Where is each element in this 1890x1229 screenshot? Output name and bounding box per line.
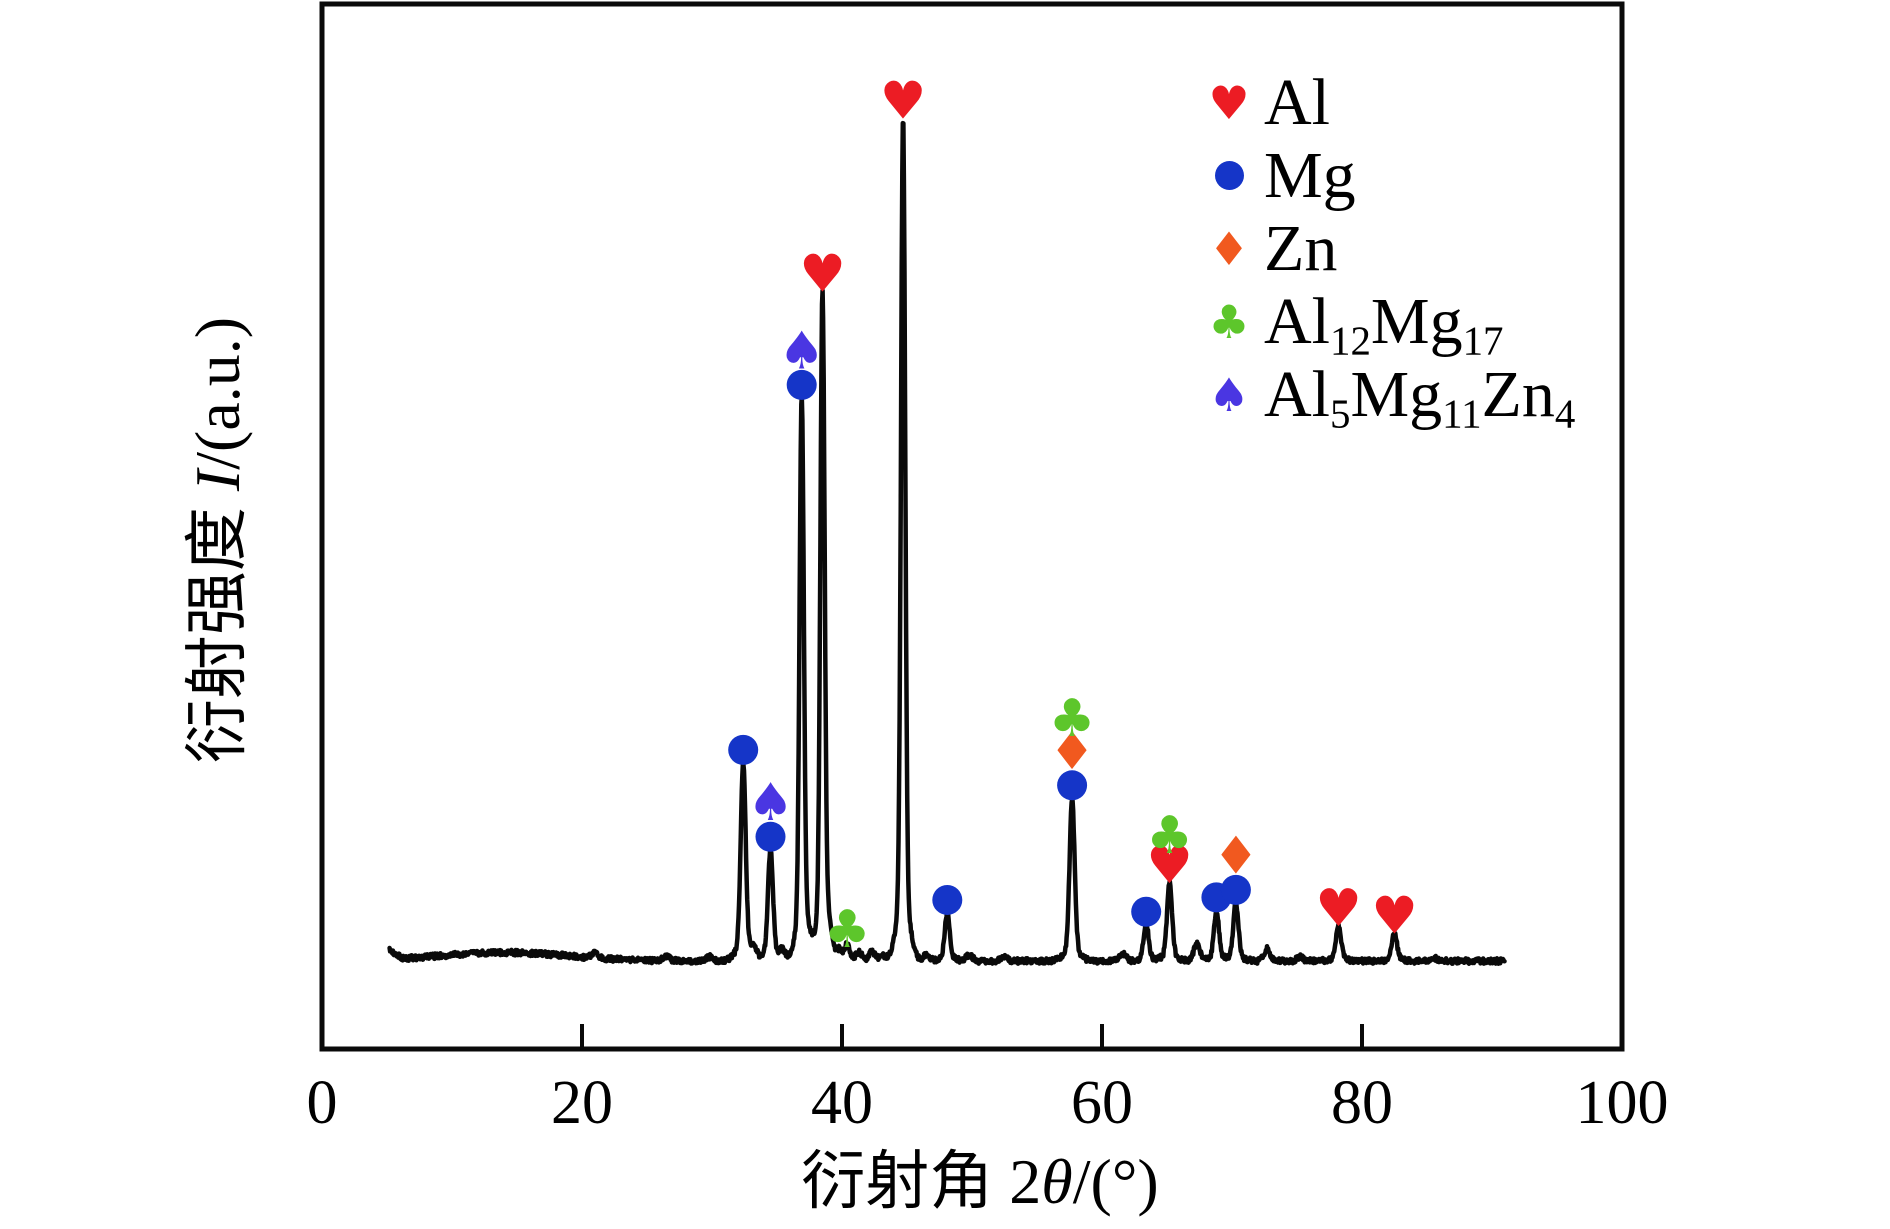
y-axis-title: 衍射强度 I/(a.u.)	[182, 316, 253, 764]
peak-marker-circle-icon	[1131, 896, 1162, 927]
x-tick-label-60: 60	[1071, 1069, 1133, 1137]
peak-marker-heart-icon: ♥	[880, 72, 927, 132]
legend-label-Zn: Zn	[1264, 211, 1338, 285]
peak-marker-diamond-icon: ♦	[1049, 722, 1096, 782]
peak-marker-spade-icon: ♠	[778, 321, 825, 381]
x-axis-title: 衍射角 2θ/(°)	[801, 1146, 1159, 1217]
peak-marker-circle-icon	[728, 734, 759, 765]
legend-marker-club-icon: ♣	[1208, 294, 1250, 349]
x-tick-label-40: 40	[811, 1069, 873, 1137]
peak-marker-spade-icon: ♠	[747, 773, 794, 833]
legend-item-Al: ♥ Al	[1200, 66, 1575, 139]
legend-item-Zn: ♦ Zn	[1200, 212, 1575, 285]
legend-label-Al12Mg17: Al12Mg17	[1264, 284, 1504, 363]
plot-frame	[319, 1, 1625, 1052]
legend-marker-diamond-icon: ♦	[1208, 221, 1250, 276]
peak-marker-club-icon: ♣	[1146, 806, 1193, 866]
peak-marker-heart-icon: ♥	[1315, 879, 1362, 939]
legend-marker-spade-icon: ♠	[1208, 367, 1250, 422]
legend-label-Al: Al	[1264, 65, 1330, 139]
legend-label-Mg: Mg	[1264, 138, 1356, 212]
legend-marker-heart-icon: ♥	[1208, 75, 1250, 130]
peak-marker-diamond-icon: ♦	[1213, 826, 1260, 886]
legend-item-Al12Mg17: ♣ Al12Mg17	[1200, 284, 1575, 363]
peak-marker-circle-icon	[755, 821, 786, 852]
peak-marker-circle-icon	[786, 369, 817, 400]
legend-item-Al5Mg11Zn4: ♠ Al5Mg11Zn4	[1200, 357, 1576, 436]
legend-item-Mg: Mg	[1200, 139, 1575, 212]
peak-marker-heart-icon: ♥	[1371, 887, 1418, 947]
peak-marker-circle-icon	[1220, 874, 1251, 905]
legend-marker-circle-icon	[1200, 161, 1258, 190]
circle-icon	[1214, 161, 1244, 190]
x-tick-label-100: 100	[1575, 1069, 1669, 1137]
peak-marker-heart-icon: ♥	[1146, 836, 1193, 896]
peak-marker-heart-icon: ♥	[799, 244, 846, 304]
x-tick-label-20: 20	[551, 1069, 613, 1137]
peak-marker-circle-icon	[1057, 770, 1088, 801]
legend: ♥ Al Mg ♦ Zn ♣ Al12Mg17 ♠ Al5Mg11Zn4	[1200, 66, 1576, 436]
peak-marker-circle-icon	[932, 884, 963, 915]
peak-marker-club-icon: ♣	[824, 900, 871, 960]
peak-marker-club-icon: ♣	[1049, 689, 1096, 749]
legend-label-Al5Mg11Zn4: Al5Mg11Zn4	[1264, 357, 1576, 436]
x-tick-label-0: 0	[306, 1069, 338, 1137]
x-tick-label-80: 80	[1331, 1069, 1393, 1137]
